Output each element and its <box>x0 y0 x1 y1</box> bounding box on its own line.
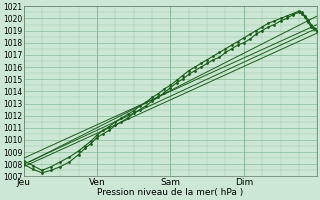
X-axis label: Pression niveau de la mer( hPa ): Pression niveau de la mer( hPa ) <box>97 188 244 197</box>
